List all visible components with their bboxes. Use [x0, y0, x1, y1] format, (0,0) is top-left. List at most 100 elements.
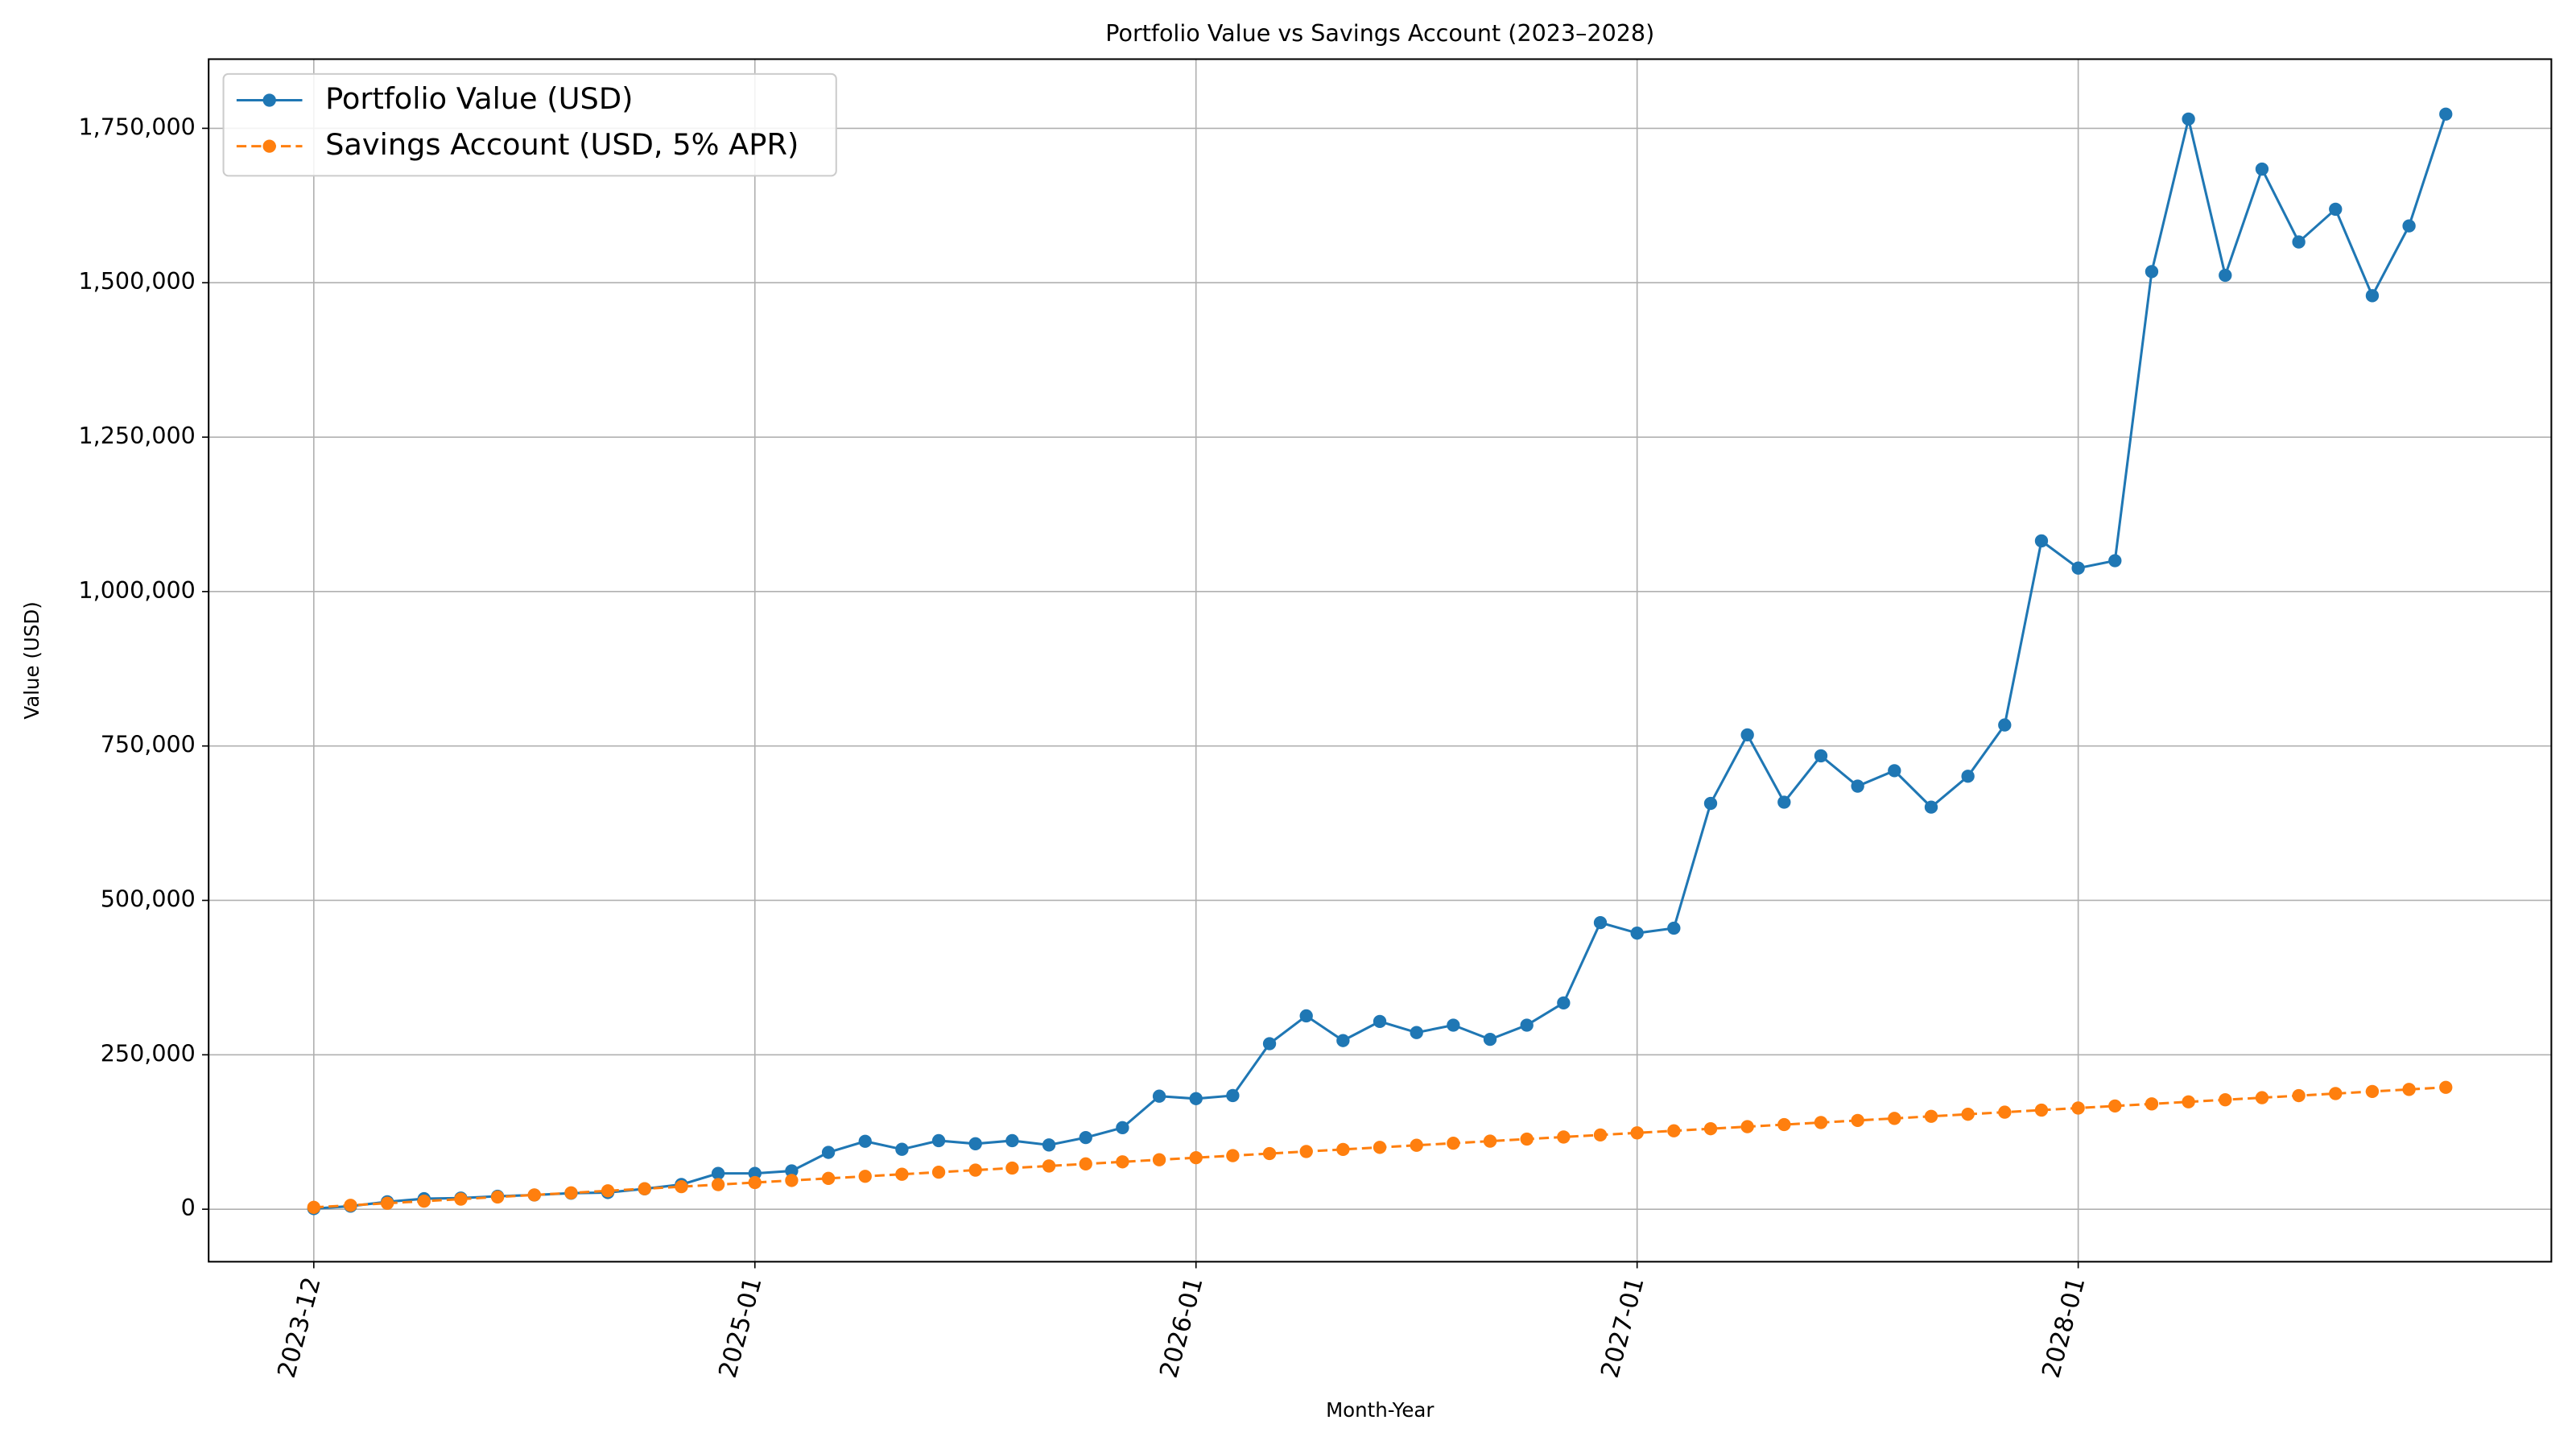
- point: [1336, 1034, 1350, 1047]
- point: [968, 1137, 982, 1150]
- point: [1152, 1153, 1166, 1166]
- point: [895, 1167, 909, 1181]
- point: [1703, 1121, 1718, 1136]
- point: [1961, 770, 1975, 783]
- point: [307, 1200, 320, 1214]
- point: [601, 1184, 615, 1198]
- point: [1593, 1128, 1608, 1142]
- point: [1410, 1138, 1423, 1152]
- point: [1005, 1161, 1019, 1175]
- legend-label: Portfolio Value (USD): [325, 81, 633, 116]
- point: [1262, 1146, 1277, 1161]
- point: [1373, 1014, 1387, 1029]
- point: [1116, 1155, 1129, 1169]
- point: [2219, 268, 2232, 283]
- point: [1152, 1089, 1166, 1103]
- point: [417, 1194, 431, 1208]
- point: [748, 1175, 762, 1190]
- legend: Portfolio Value (USD) Savings Account (US…: [222, 72, 837, 177]
- point: [2182, 112, 2195, 126]
- point: [1740, 1120, 1754, 1133]
- point: [785, 1174, 799, 1187]
- y-tick-label: 500,000: [101, 885, 196, 912]
- point: [2365, 1084, 2380, 1099]
- point: [1042, 1159, 1056, 1173]
- point: [2034, 1103, 2049, 1117]
- point: [2108, 1099, 2122, 1113]
- point: [2439, 1080, 2453, 1094]
- y-tick-label: 0: [181, 1194, 196, 1221]
- point: [2402, 1083, 2416, 1096]
- point: [785, 1164, 799, 1178]
- legend-marker: [262, 93, 276, 107]
- point: [1998, 1105, 2012, 1119]
- point: [1557, 996, 1571, 1010]
- point: [1226, 1088, 1240, 1103]
- point: [1888, 1112, 1901, 1125]
- point: [1814, 749, 1828, 763]
- chart-title: Portfolio Value vs Savings Account (2023…: [1105, 19, 1654, 47]
- y-tick-label: 250,000: [101, 1039, 196, 1067]
- point: [1116, 1121, 1129, 1135]
- point: [527, 1188, 541, 1202]
- point: [711, 1166, 725, 1180]
- point: [1520, 1132, 1534, 1146]
- x-axis-label: Month-Year: [1326, 1398, 1435, 1422]
- point: [2402, 219, 2416, 233]
- point: [2034, 534, 2049, 548]
- point: [1703, 796, 1718, 811]
- point: [821, 1146, 836, 1159]
- point: [1888, 764, 1901, 778]
- point: [1299, 1145, 1313, 1158]
- point: [895, 1142, 909, 1156]
- point: [1373, 1141, 1387, 1154]
- point: [564, 1186, 578, 1199]
- point: [1630, 1126, 1644, 1140]
- point: [675, 1179, 688, 1194]
- point: [858, 1170, 872, 1183]
- point: [1998, 718, 2012, 732]
- point: [1924, 1109, 1938, 1123]
- point: [931, 1133, 946, 1148]
- point: [1410, 1026, 1423, 1039]
- point: [968, 1163, 982, 1177]
- legend-marker: [262, 139, 276, 153]
- y-axis-label: Value (USD): [20, 601, 43, 719]
- point: [2108, 554, 2122, 568]
- point: [2439, 107, 2453, 121]
- point: [2145, 1097, 2159, 1111]
- point: [638, 1182, 651, 1195]
- point: [1079, 1157, 1092, 1171]
- legend-box: [222, 72, 837, 177]
- point: [2292, 1088, 2306, 1103]
- point: [1189, 1150, 1203, 1165]
- point: [1483, 1032, 1497, 1046]
- point: [2329, 1087, 2343, 1100]
- point: [1667, 921, 1681, 935]
- point: [1630, 926, 1644, 940]
- point: [1961, 1107, 1975, 1121]
- point: [380, 1196, 394, 1210]
- point: [1005, 1133, 1019, 1148]
- point: [1924, 800, 1938, 814]
- point: [2145, 265, 2159, 279]
- point: [858, 1134, 872, 1148]
- point: [2219, 1093, 2232, 1107]
- point: [2071, 561, 2085, 575]
- point: [1042, 1138, 1056, 1152]
- point: [2255, 162, 2269, 176]
- point: [2182, 1095, 2195, 1108]
- point: [2329, 202, 2343, 217]
- point: [1777, 795, 1791, 809]
- point: [821, 1171, 836, 1186]
- point: [1189, 1092, 1203, 1105]
- point: [1226, 1149, 1240, 1162]
- point: [1447, 1018, 1460, 1032]
- point: [344, 1199, 357, 1212]
- point: [1336, 1142, 1350, 1157]
- y-tick-label: 1,500,000: [78, 267, 195, 295]
- point: [1557, 1130, 1571, 1144]
